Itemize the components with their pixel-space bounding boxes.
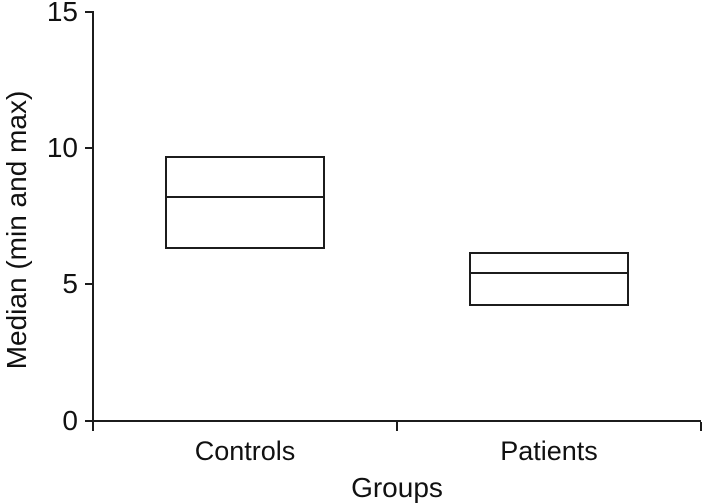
y-tick-label: 15 <box>46 0 78 27</box>
x-axis-tick <box>395 422 398 431</box>
y-axis-tick <box>85 283 93 286</box>
y-axis-line <box>92 11 94 431</box>
y-tick-label: 5 <box>62 268 78 300</box>
y-tick-label: 10 <box>46 132 78 164</box>
y-axis-title: Median (min and max) <box>1 90 32 370</box>
median-line-controls <box>166 196 323 199</box>
median-line-patients <box>470 272 627 275</box>
box-patients <box>468 251 629 307</box>
x-axis-title: Groups <box>351 472 443 503</box>
box-controls <box>164 156 325 249</box>
x-axis-line <box>92 420 701 422</box>
y-tick-label: 0 <box>62 404 78 436</box>
y-axis-tick <box>85 419 93 422</box>
y-axis-tick <box>85 147 93 150</box>
x-tick-label-patients: Patients <box>500 436 598 466</box>
y-axis-tick <box>85 11 93 13</box>
x-axis-tick <box>700 422 702 431</box>
x-tick-label-controls: Controls <box>194 436 296 466</box>
